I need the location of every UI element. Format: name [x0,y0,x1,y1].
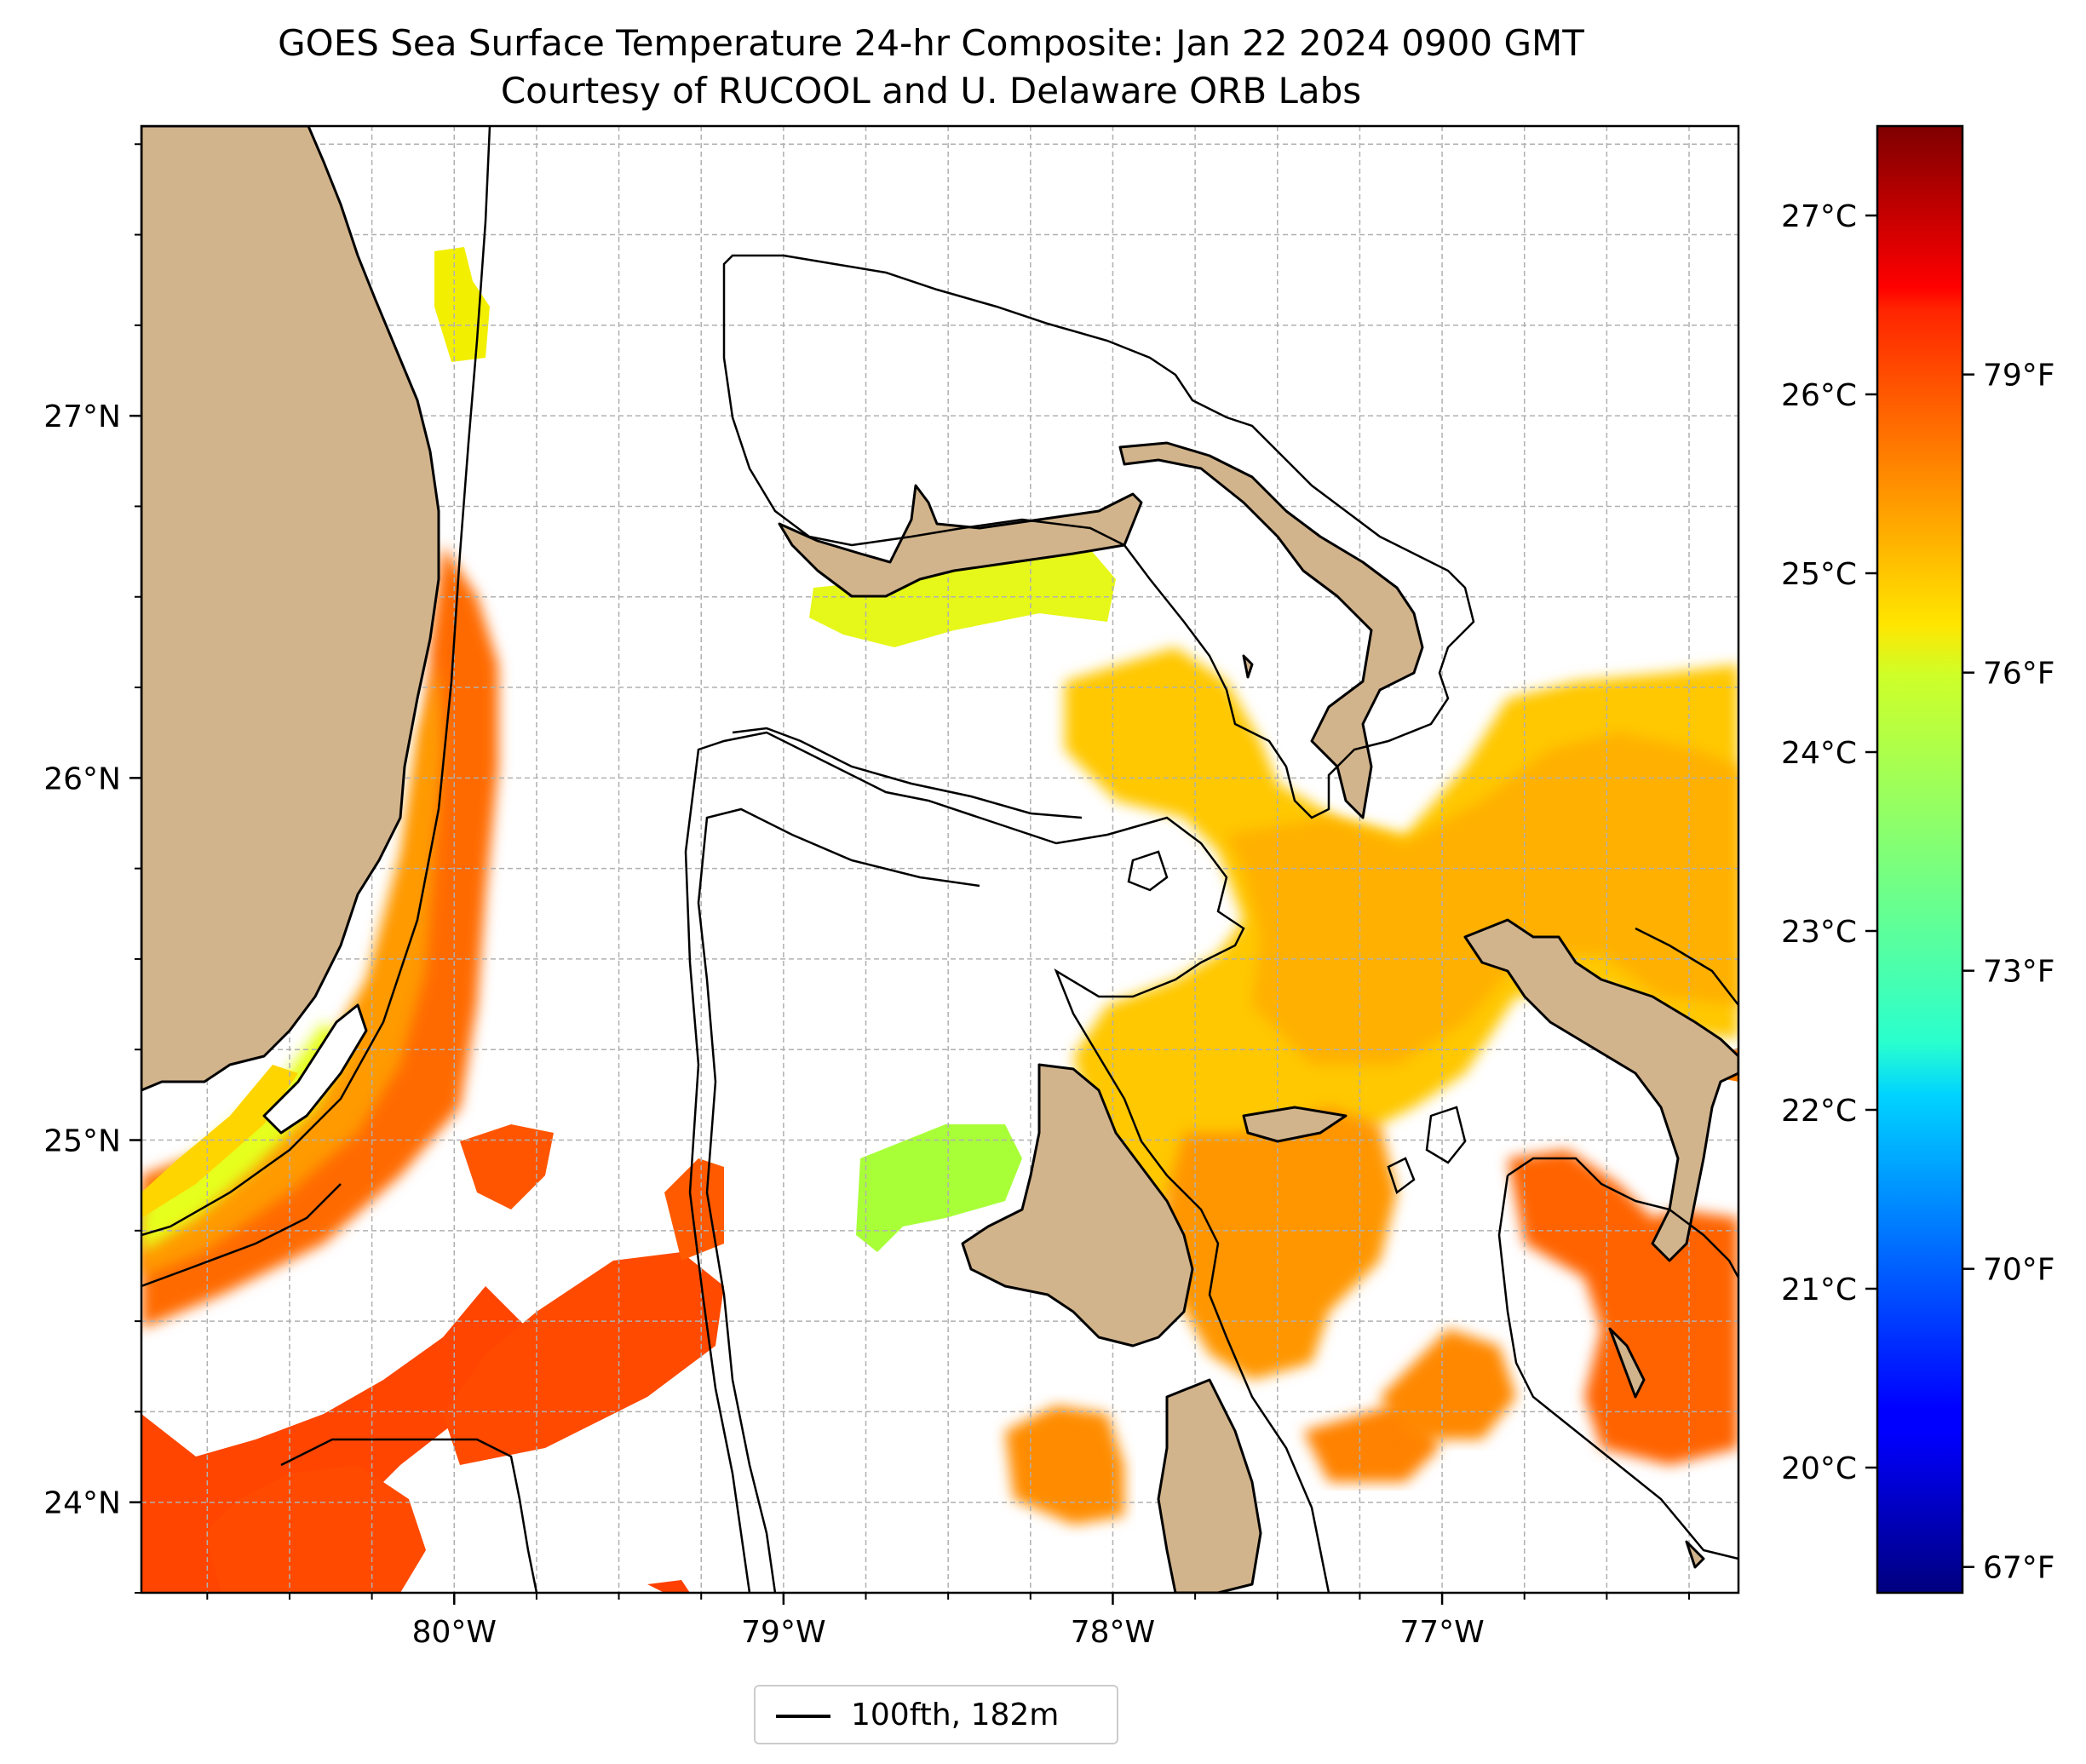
isobath-100fth [141,126,1738,1593]
celsius-tick-label: 27°C [1781,199,1857,234]
lat-tick-label: 26°N [43,761,121,796]
colorbar-gradient [1876,124,1964,1594]
celsius-tick-label: 22°C [1781,1094,1857,1129]
legend-line-swatch [776,1715,830,1718]
chart-subtitle: Courtesy of RUCOOL and U. Delaware ORB L… [500,70,1362,112]
andros [961,1063,1194,1347]
celsius-tick-label: 23°C [1781,915,1857,950]
map-frame [140,124,1740,1594]
legend-label: 100fth, 182m [851,1698,1060,1732]
lat-tick-label: 24°N [43,1486,121,1521]
eleuthera [1463,918,1738,1262]
lon-tick-label: 79°W [741,1615,825,1650]
gridlines [141,126,1738,1593]
celsius-tick-label: 26°C [1781,378,1857,413]
florida-landmass [141,126,440,1092]
celsius-tick-label: 21°C [1781,1273,1857,1307]
lat-tick-label: 27°N [43,399,121,434]
colorbar-celsius-ticks: 20°C 21°C 22°C 23°C 24°C 25°C 26°C 27°C [1781,199,1877,1486]
fahrenheit-tick-label: 79°F [1983,359,2055,394]
lon-tick-label: 80°W [412,1615,497,1650]
celsius-tick-label: 25°C [1781,557,1857,592]
legend: 100fth, 182m [754,1685,1118,1744]
lat-tick-label: 25°N [43,1124,121,1159]
chart-title: GOES Sea Surface Temperature 24-hr Compo… [278,22,1584,64]
axis-ticks: 80°W 79°W 78°W 77°W 24°N 25°N 26°N 27°N [43,143,1691,1650]
abaco [1118,441,1424,819]
fahrenheit-tick-label: 67°F [1983,1551,2055,1586]
colorbar-fahrenheit-ticks: 67°F 70°F 73°F 76°F 79°F [1962,359,2055,1586]
land-layer [141,126,1738,1593]
celsius-tick-label: 24°C [1781,736,1857,771]
colorbar: 20°C 21°C 22°C 23°C 24°C 25°C 26°C 27°C 67°F 70°… [1781,124,2055,1594]
celsius-tick-label: 20°C [1781,1451,1857,1486]
lon-tick-label: 78°W [1071,1615,1155,1650]
grand-bahama [778,484,1143,598]
fahrenheit-tick-label: 73°F [1983,955,2055,990]
lon-tick-label: 77°W [1399,1615,1484,1650]
fahrenheit-tick-label: 70°F [1983,1253,2055,1288]
fahrenheit-tick-label: 76°F [1983,657,2055,692]
